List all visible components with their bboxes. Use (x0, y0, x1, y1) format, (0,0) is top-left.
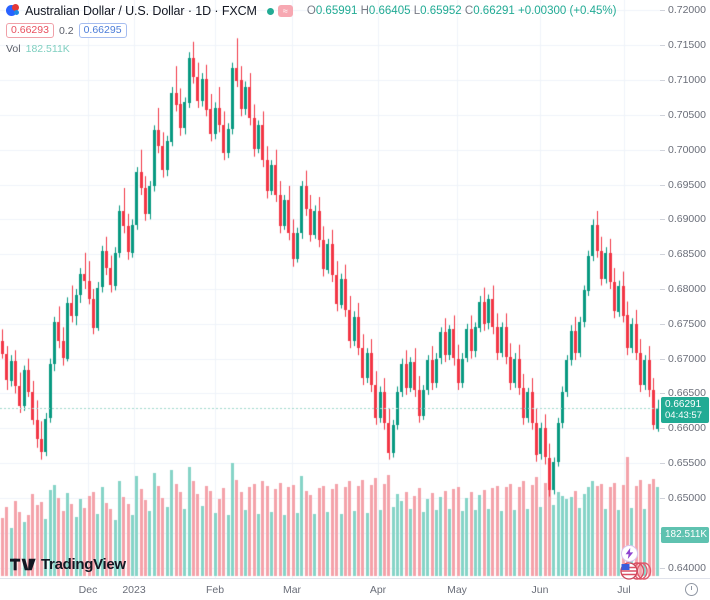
price-tick-mark (660, 567, 665, 569)
high-label: H (360, 5, 369, 17)
time-tick-label: Jul (617, 584, 631, 596)
time-tick-label: 2023 (122, 584, 146, 596)
price-tick-mark (660, 114, 665, 116)
price-tick-label: 0.72000 (668, 4, 706, 17)
price-chart-canvas[interactable] (0, 0, 660, 578)
change-value: +0.00300 (517, 5, 567, 17)
price-tick-label: 0.67500 (668, 317, 706, 330)
indicator-badge-upper-value: 0.66295 (83, 24, 122, 36)
price-tick-mark (660, 393, 665, 395)
series-color-dot[interactable] (266, 7, 274, 15)
price-tick-label: 0.71500 (668, 39, 706, 52)
price-tick-mark (660, 358, 665, 360)
current-volume-badge[interactable]: 182.511K (661, 527, 709, 543)
volume-label: Vol (6, 42, 21, 55)
close-value: 0.66291 (473, 5, 515, 17)
open-value: 0.65991 (315, 5, 358, 17)
legend-style-controls: ≈ (266, 5, 293, 17)
volume-value: 182.511K (25, 42, 70, 55)
volume-legend-row: Vol 182.511K (6, 42, 616, 55)
price-tick-mark (660, 184, 665, 186)
price-tick-label: 0.65000 (668, 491, 706, 504)
price-tick-mark (660, 323, 665, 325)
current-price-value: 0.66291 (665, 399, 702, 410)
tradingview-logo-icon (10, 558, 36, 571)
chart-legend: Australian Dollar / U.S. Dollar · 1D · F… (6, 3, 616, 55)
price-tick-mark (660, 463, 665, 465)
time-tick-label: Feb (205, 584, 225, 596)
price-tick-mark (660, 428, 665, 430)
legend-symbol-row: Australian Dollar / U.S. Dollar · 1D · F… (6, 3, 616, 19)
tradingview-logo-text: TradingView (41, 556, 126, 573)
time-axis[interactable]: Dec 2023 Feb Mar Apr May Jun Jul (0, 578, 710, 600)
price-tick-label: 0.69000 (668, 213, 706, 226)
low-value: 0.65952 (420, 5, 462, 17)
high-value: 0.66405 (368, 5, 411, 17)
bar-countdown-timer: 04:43:57 (665, 410, 702, 421)
time-tick-label: Dec (78, 584, 98, 596)
low-label: L (413, 5, 421, 17)
current-price-badge[interactable]: 0.66291 04:43:57 (661, 397, 709, 423)
price-axis[interactable]: 0.72000 0.71500 0.71000 0.70500 0.70000 0.695… (660, 0, 710, 578)
price-tick-label: 0.68500 (668, 248, 706, 261)
price-tick-label: 0.66500 (668, 387, 706, 400)
time-tick-label: May (447, 584, 467, 596)
price-tick-label: 0.64000 (668, 561, 706, 574)
price-tick-mark (660, 289, 665, 290)
settings-chip-icon[interactable]: ≈ (277, 5, 293, 17)
price-tick-mark (660, 149, 665, 151)
price-tick-label: 0.65500 (668, 457, 706, 470)
price-tick-mark (660, 45, 665, 47)
us-flag-icon[interactable] (618, 562, 652, 580)
time-tick-label: Jun (531, 584, 549, 596)
price-tick-label: 0.67000 (668, 352, 706, 365)
price-tick-label: 0.70500 (668, 108, 706, 121)
price-tick-mark (660, 10, 665, 12)
close-label: C (464, 5, 474, 17)
price-tick-mark (660, 497, 665, 499)
indicator-badge-lower[interactable]: 0.66293 (6, 23, 54, 38)
indicator-badge-upper[interactable]: 0.66295 (78, 23, 127, 38)
price-tick-mark (660, 80, 665, 82)
price-tick-label: 0.69500 (668, 178, 706, 191)
price-tick-label: 0.66000 (668, 422, 706, 435)
price-tick-label: 0.68000 (668, 283, 706, 295)
price-tick-label: 0.71000 (668, 74, 706, 87)
indicator-badge-lower-value: 0.66293 (11, 24, 49, 36)
price-tick-mark (660, 219, 665, 221)
page-title[interactable]: Australian Dollar / U.S. Dollar · 1D · F… (25, 4, 257, 18)
tradingview-branding[interactable]: TradingView (10, 556, 126, 573)
price-tick-label: 0.70000 (668, 143, 706, 156)
indicator-legend-row: 0.66293 0.2 0.66295 (6, 23, 616, 38)
ohlc-values: O0.65991 H0.66405 L0.65952 C0.66291 +0.0… (307, 5, 617, 17)
time-tick-label: Mar (282, 584, 302, 596)
indicator-deviation-value: 0.2 (58, 24, 74, 37)
price-tick-mark (660, 254, 665, 256)
change-percent: (+0.45%) (569, 5, 617, 17)
currency-pair-icon (6, 4, 20, 18)
timezone-clock-icon[interactable] (685, 583, 698, 596)
time-tick-label: Apr (369, 584, 387, 596)
open-label: O (306, 5, 316, 17)
lightning-bolt-icon[interactable] (621, 545, 638, 562)
